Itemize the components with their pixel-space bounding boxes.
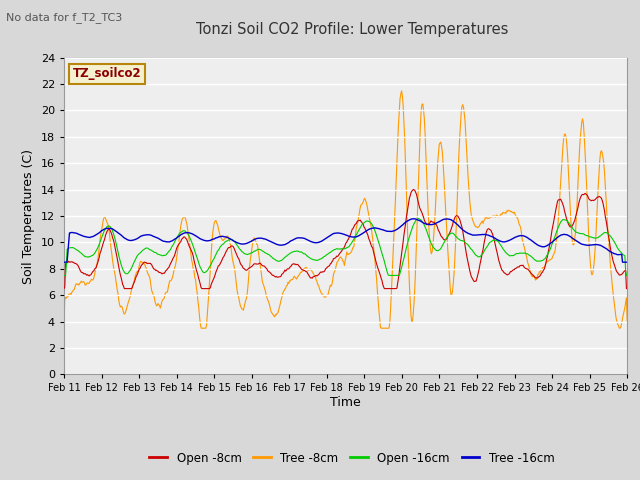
Text: Tonzi Soil CO2 Profile: Lower Temperatures: Tonzi Soil CO2 Profile: Lower Temperatur… <box>196 22 508 36</box>
Text: TZ_soilco2: TZ_soilco2 <box>72 67 141 80</box>
X-axis label: Time: Time <box>330 396 361 409</box>
Text: No data for f_T2_TC3: No data for f_T2_TC3 <box>6 12 123 23</box>
Y-axis label: Soil Temperatures (C): Soil Temperatures (C) <box>22 148 35 284</box>
Legend: Open -8cm, Tree -8cm, Open -16cm, Tree -16cm: Open -8cm, Tree -8cm, Open -16cm, Tree -… <box>145 447 559 469</box>
